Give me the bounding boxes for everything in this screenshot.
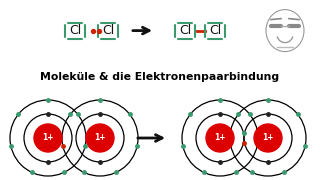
Text: Cl: Cl (179, 24, 191, 37)
Text: Cl: Cl (209, 24, 221, 37)
Text: Cl: Cl (69, 24, 81, 37)
Circle shape (254, 124, 282, 152)
Text: 1+: 1+ (42, 134, 54, 143)
Text: Cl: Cl (102, 24, 114, 37)
Text: 1+: 1+ (214, 134, 226, 143)
Text: 1+: 1+ (262, 134, 274, 143)
Text: 1+: 1+ (94, 134, 106, 143)
Circle shape (34, 124, 62, 152)
Circle shape (86, 124, 114, 152)
Circle shape (206, 124, 234, 152)
Text: Moleküle & die Elektronenpaarbindung: Moleküle & die Elektronenpaarbindung (40, 72, 280, 82)
